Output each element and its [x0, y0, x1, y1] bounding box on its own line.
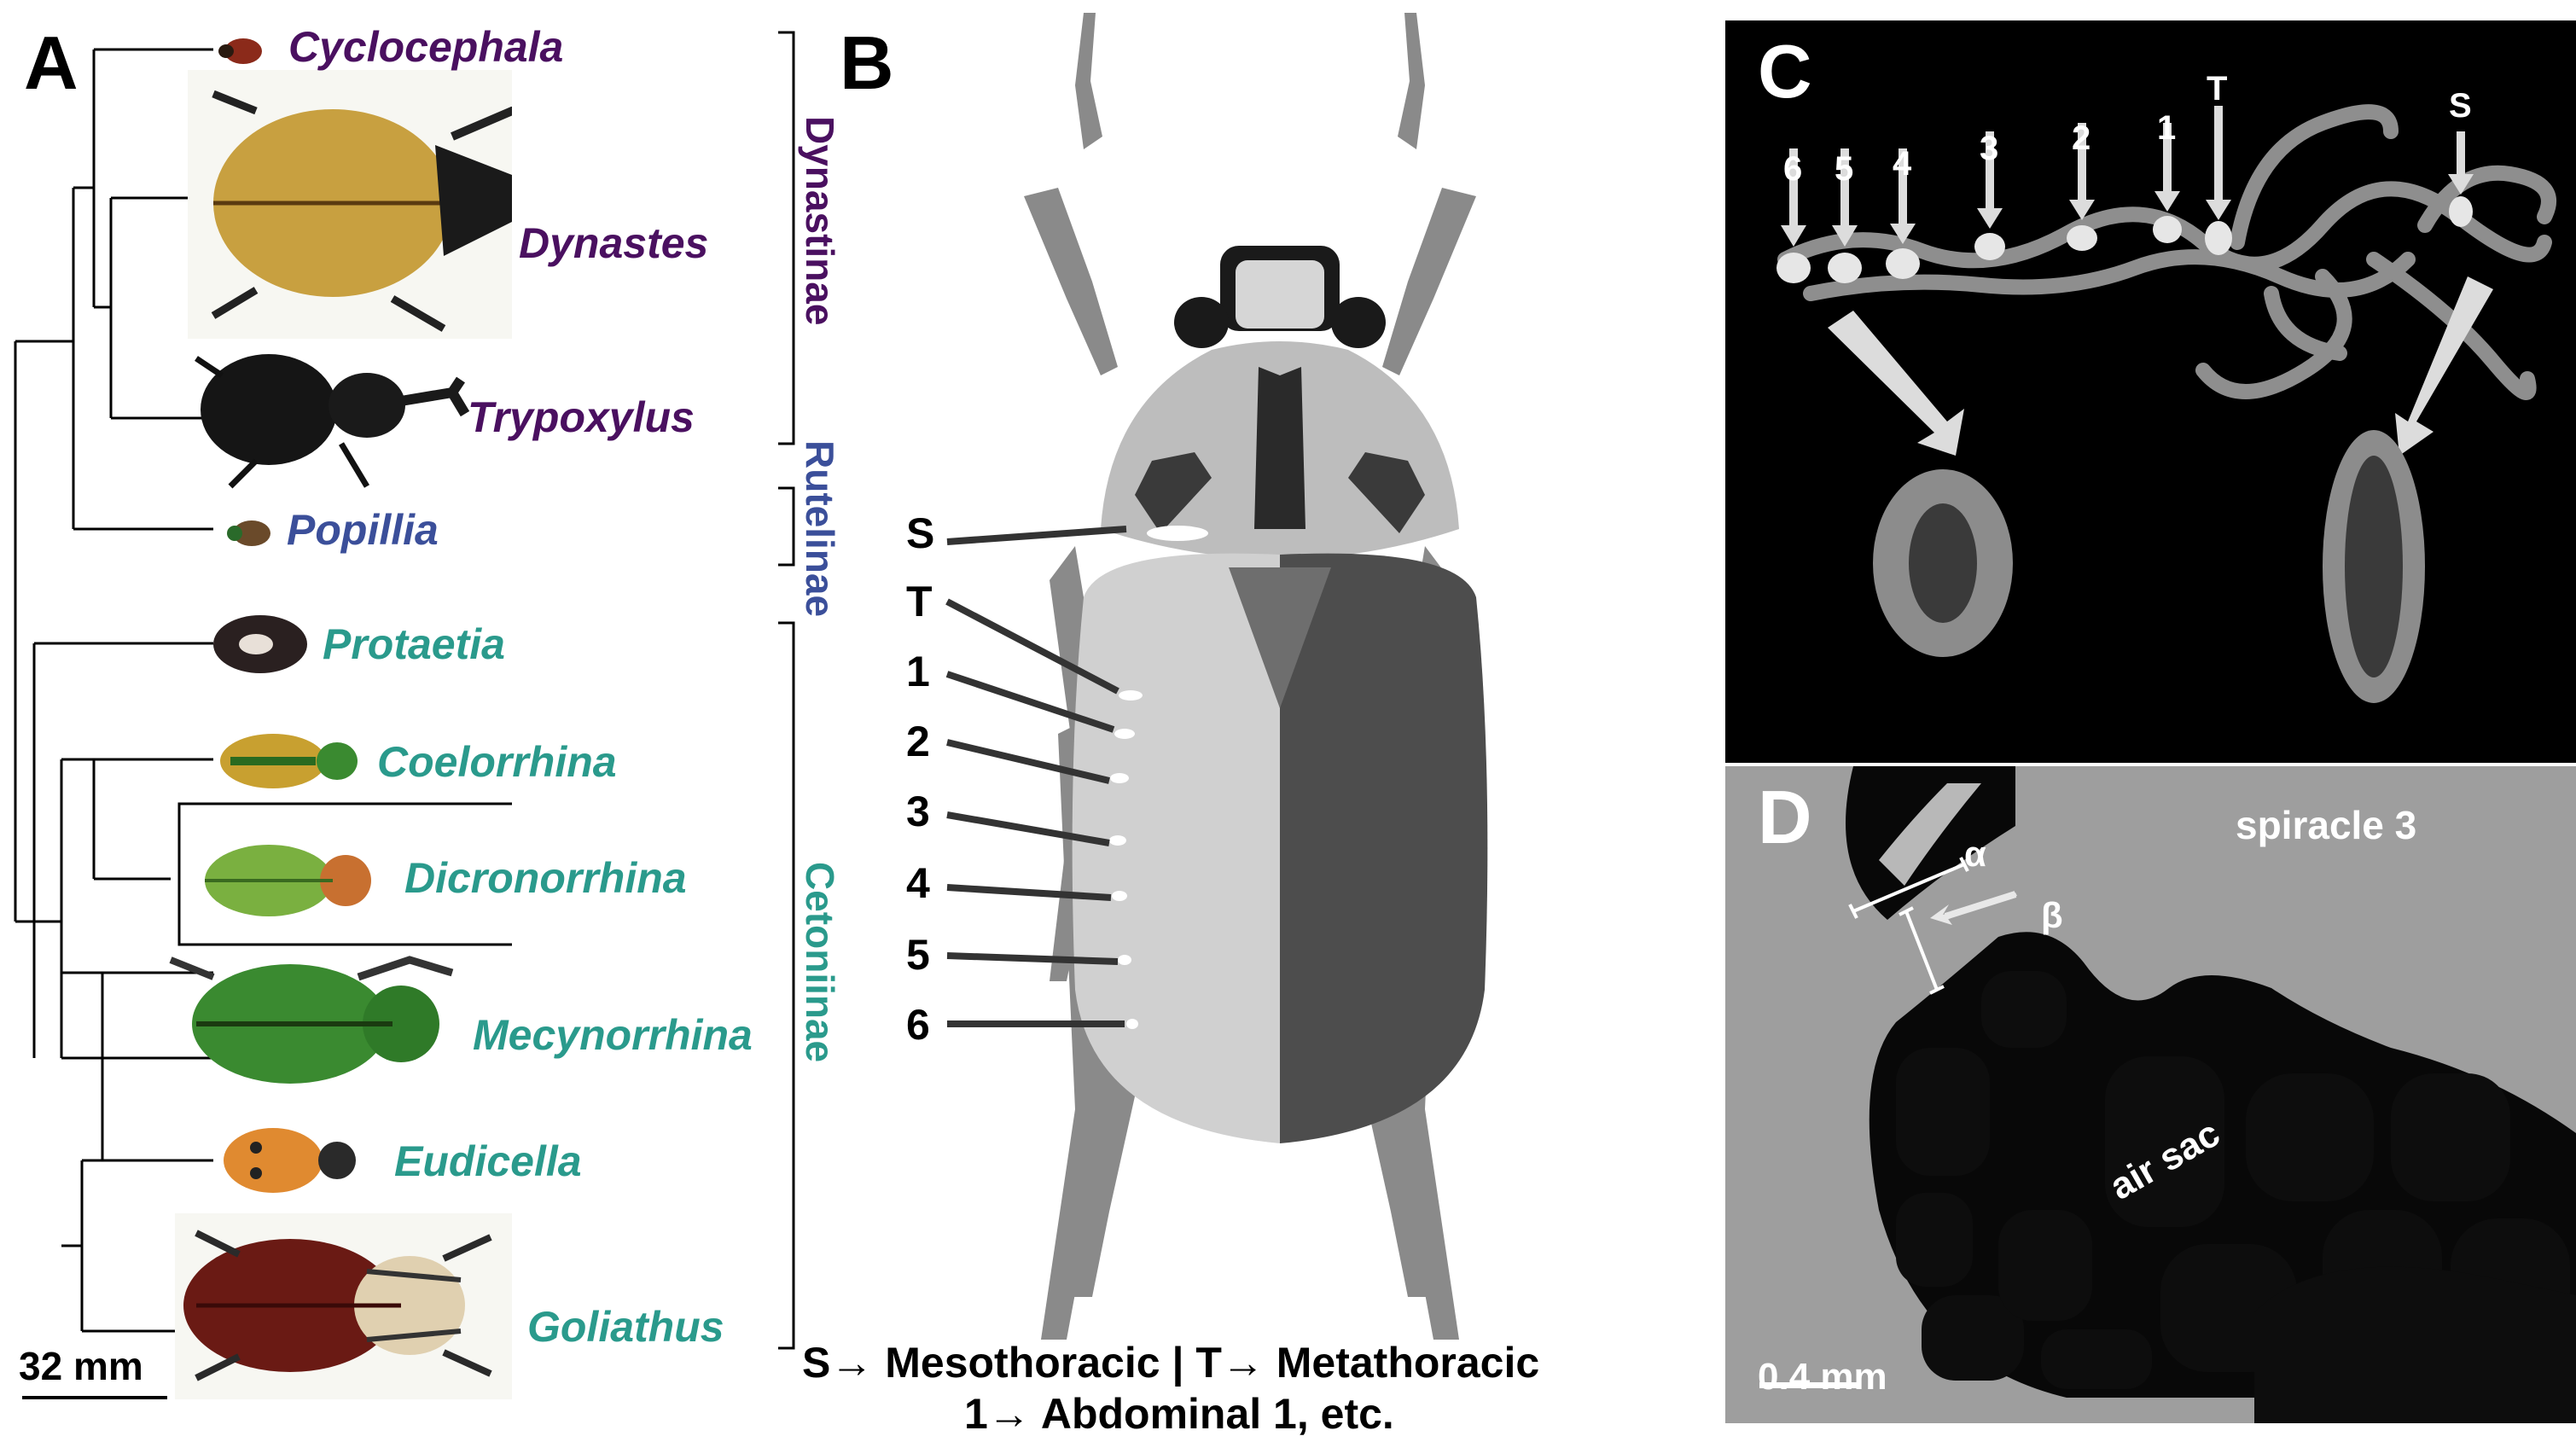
spiracle-label-s: S [906, 509, 935, 557]
taxon-label-popillia: Popillia [287, 506, 439, 554]
taxon-label-dicronorrhina: Dicronorrhina [404, 854, 687, 902]
scale-bar-a [22, 1396, 167, 1399]
ct-spiracle-label-5: 5 [1835, 150, 1854, 188]
ct-spiracle-label-s: S [2449, 87, 2472, 125]
spiracle-label-5: 5 [906, 931, 930, 979]
taxon-label-cyclocephala: Cyclocephala [288, 23, 564, 71]
ct-spiracle-label-1: 1 [2157, 109, 2177, 147]
spiracle-label-3: 3 [906, 788, 930, 835]
ct-spiracle-label-3: 3 [1980, 130, 1999, 167]
taxon-label-trypoxylus: Trypoxylus [468, 393, 695, 441]
panel-letter-c: C [1758, 29, 1812, 113]
dicronorrhina-highlight-box [177, 802, 512, 946]
clade-brackets [778, 31, 795, 1350]
scale-bar-a-label: 32 mm [19, 1344, 143, 1388]
panel-letter-a: A [24, 20, 79, 105]
panel-letter-b: B [840, 20, 894, 105]
ct-spiracle-label-t: T [2207, 70, 2228, 108]
ct-cross-section [1725, 766, 2576, 1423]
eudicella-beetle-image [224, 1128, 356, 1193]
taxon-label-goliathus: Goliathus [527, 1303, 724, 1351]
taxon-label-mecynorrhina: Mecynorrhina [473, 1011, 753, 1059]
spiracle-label-6: 6 [906, 1001, 930, 1049]
taxon-label-coelorrhina: Coelorrhina [377, 738, 617, 786]
spiracle-label-t: T [906, 578, 933, 625]
coelorrhina-beetle-image [220, 734, 358, 788]
goliathus-beetle-image [175, 1213, 512, 1399]
legend-caption-line2: 1→ Abdominal 1, etc. [964, 1390, 1394, 1438]
panel-letter-d: D [1758, 775, 1812, 859]
spiracle-label-4: 4 [906, 859, 930, 907]
beta-label: β [2041, 895, 2063, 935]
ct-spiracle-label-2: 2 [2072, 119, 2091, 157]
taxon-label-protaetia: Protaetia [323, 620, 505, 668]
mecynorrhina-beetle-image [169, 956, 454, 1084]
clade-label-dynastinae: Dynastinae [798, 116, 842, 326]
ct-spiracle-label-6: 6 [1783, 150, 1803, 188]
taxon-label-dynastes: Dynastes [519, 219, 709, 267]
spiracle-label-1: 1 [906, 648, 930, 695]
alpha-label: α [1964, 834, 1986, 874]
protaetia-beetle-image [213, 615, 307, 673]
scale-bar-d-label: 0.4 mm [1758, 1356, 1887, 1398]
spiracle-label-2: 2 [906, 718, 930, 765]
clade-label-cetoniinae: Cetoniinae [798, 862, 842, 1063]
clade-label-rutelinae: Rutelinae [798, 440, 842, 618]
legend-caption-line1: S→ Mesothoracic | T→ Metathoracic [802, 1339, 1540, 1387]
spiracle-3-label: spiracle 3 [2236, 803, 2417, 847]
beetle-schematic [945, 13, 1488, 1340]
ct-spiracle-label-4: 4 [1893, 145, 1912, 183]
dicronorrhina-beetle-image [205, 845, 371, 916]
trypoxylus-beetle-image [195, 354, 470, 489]
cyclocephala-beetle-image [218, 38, 262, 64]
micro-ct-tracheal-render [1725, 20, 2576, 763]
scale-bar-d [1759, 1382, 1860, 1388]
taxon-label-eudicella: Eudicella [394, 1137, 582, 1185]
dynastes-beetle-image [188, 70, 512, 339]
beetle-illustrations [169, 38, 512, 1399]
popillia-beetle-image [227, 520, 270, 546]
